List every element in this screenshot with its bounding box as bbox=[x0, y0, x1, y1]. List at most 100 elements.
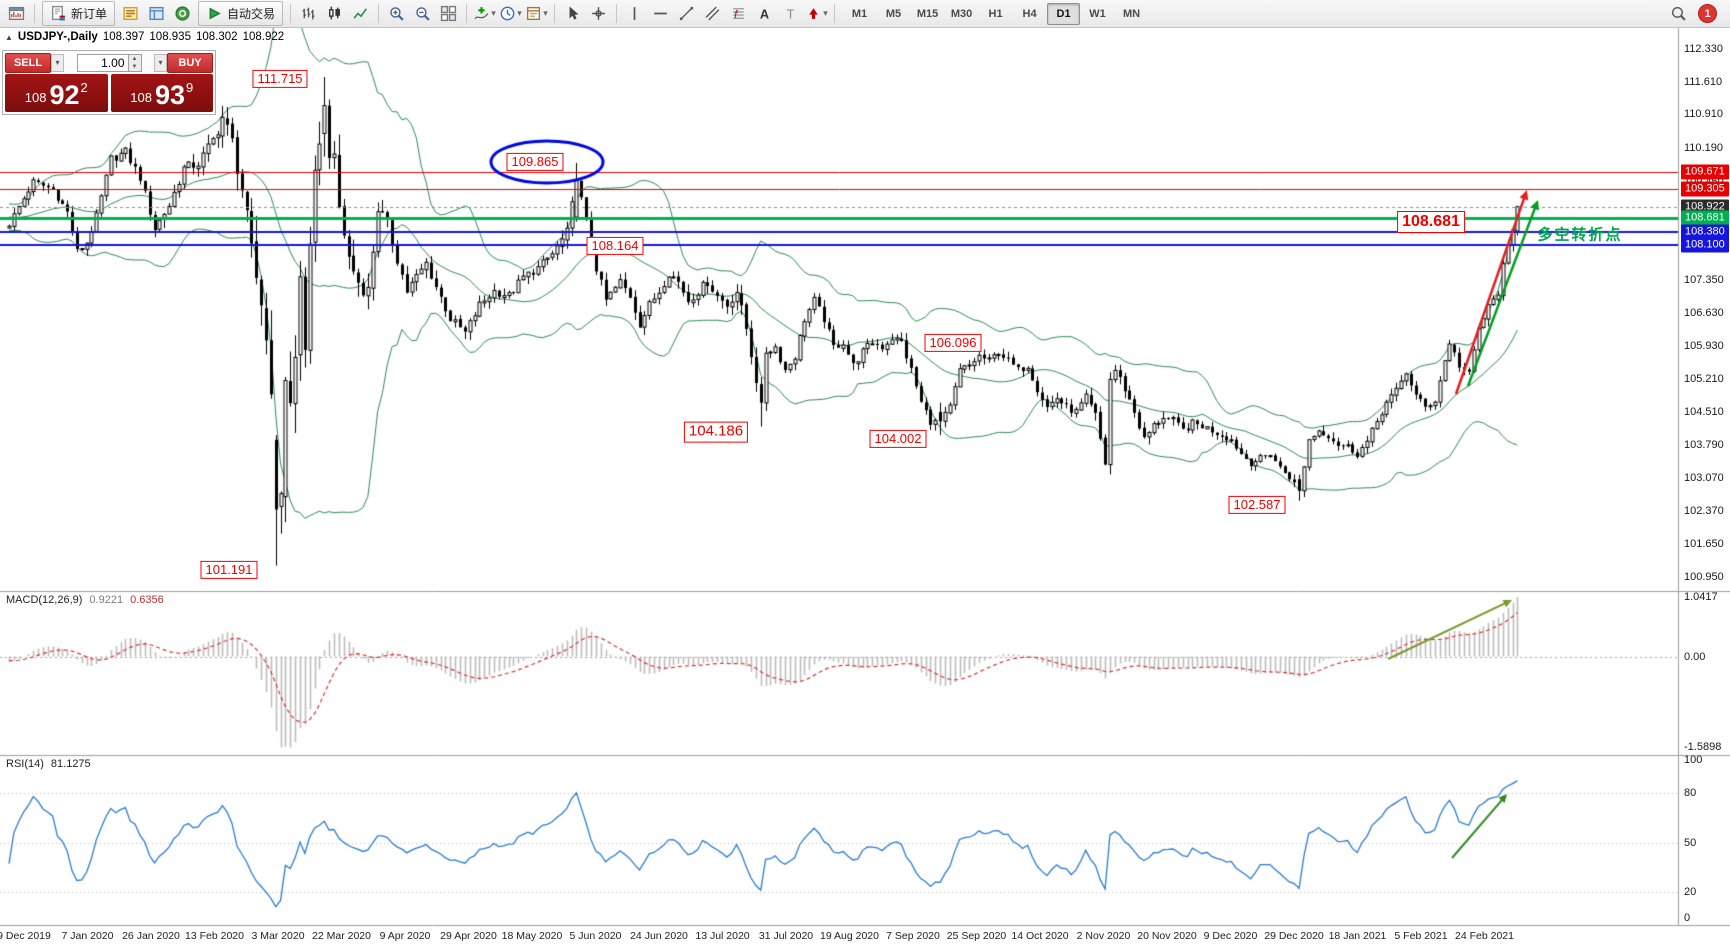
periods-icon bbox=[499, 5, 516, 22]
timeframe-switcher: M1 M5 M15 M30 H1 H4 D1 W1 MN bbox=[843, 2, 1148, 25]
price-annotation[interactable]: 108.164 bbox=[586, 236, 644, 256]
new-order-button[interactable]: 新订单 bbox=[42, 1, 116, 26]
timeframe-button-m5[interactable]: M5 bbox=[885, 7, 902, 20]
zoom-in-icon[interactable] bbox=[384, 2, 409, 25]
zoom-in-icon bbox=[388, 5, 405, 22]
price-annotation[interactable]: 104.186 bbox=[683, 421, 749, 443]
price-annotation[interactable]: 106.096 bbox=[924, 333, 982, 353]
price-annotation[interactable]: 108.681 bbox=[1397, 211, 1465, 233]
crosshair-icon[interactable] bbox=[586, 2, 611, 25]
dropdown-caret[interactable]: ▾ bbox=[823, 8, 828, 18]
trendline-icon[interactable] bbox=[674, 2, 699, 25]
line-chart-icon[interactable] bbox=[348, 2, 373, 25]
time-axis-label: 13 Jul 2020 bbox=[695, 930, 750, 942]
volume-stepper: ▲ ▼ bbox=[128, 53, 142, 72]
time-axis-label: 9 Dec 2019 bbox=[0, 930, 51, 942]
panel-collapse-arrow[interactable]: ▲ bbox=[5, 32, 13, 42]
horizontal-line-icon[interactable] bbox=[648, 2, 673, 25]
price-axis-label: 110.190 bbox=[1684, 141, 1723, 154]
indicators-icon[interactable]: ▾ bbox=[472, 2, 497, 25]
timeframe-button-m15[interactable]: M15 bbox=[916, 7, 939, 20]
price-annotation[interactable]: 101.191 bbox=[200, 560, 258, 580]
tile-windows-icon[interactable] bbox=[436, 2, 461, 25]
line-chart-icon bbox=[352, 5, 369, 22]
time-axis-label: 18 May 2020 bbox=[501, 930, 563, 942]
community-icon bbox=[174, 5, 191, 22]
rsi-axis-label: 20 bbox=[1684, 886, 1697, 899]
time-axis-label: 9 Apr 2020 bbox=[379, 930, 431, 942]
volume-down-button[interactable]: ▼ bbox=[128, 62, 141, 71]
price-axis-label: 104.510 bbox=[1684, 405, 1724, 418]
arrows-icon[interactable]: ▾ bbox=[804, 2, 829, 25]
time-axis-label: 9 Dec 2020 bbox=[1203, 930, 1258, 942]
market-watch-icon bbox=[122, 5, 139, 22]
timeframe-button-m30[interactable]: M30 bbox=[950, 7, 973, 20]
macd-axis-label: 0.00 bbox=[1684, 650, 1706, 663]
search-icon[interactable] bbox=[1666, 2, 1691, 25]
label-icon[interactable]: T bbox=[778, 2, 803, 25]
price-axis-badge: 108.380 bbox=[1681, 224, 1729, 240]
toolbar-separator bbox=[834, 4, 836, 23]
price-annotation[interactable]: 111.715 bbox=[252, 69, 308, 89]
time-axis-label: 29 Dec 2020 bbox=[1264, 930, 1324, 942]
dropdown-caret[interactable]: ▾ bbox=[517, 8, 522, 18]
market-watch-icon[interactable] bbox=[118, 2, 143, 25]
autotrade-button[interactable]: 自动交易 bbox=[198, 1, 284, 26]
price-axis-label: 107.350 bbox=[1684, 273, 1724, 286]
toolbar-separator bbox=[34, 4, 35, 23]
price-annotation[interactable]: 102.587 bbox=[1228, 495, 1286, 515]
toolbar-separator bbox=[378, 4, 380, 23]
price-axis-label: 112.330 bbox=[1684, 42, 1723, 55]
channel-icon[interactable] bbox=[700, 2, 725, 25]
data-window-icon[interactable] bbox=[144, 2, 169, 25]
buy-options-dropdown[interactable]: ▾ bbox=[154, 53, 167, 72]
time-axis-label: 5 Jun 2020 bbox=[569, 930, 622, 942]
text-icon[interactable]: A bbox=[752, 2, 777, 25]
templates-icon[interactable]: ▾ bbox=[524, 2, 549, 25]
dropdown-caret[interactable]: ▾ bbox=[543, 8, 548, 18]
notification-badge[interactable]: 1 bbox=[1698, 4, 1717, 23]
ask-price-button[interactable]: 108 93 9 bbox=[110, 74, 213, 112]
macd-indicator-label: MACD(12,26,9) 0.9221 0.6356 bbox=[6, 594, 164, 606]
rsi-axis-label: 50 bbox=[1684, 836, 1697, 849]
timeframe-button-d1[interactable]: D1 bbox=[1047, 2, 1081, 25]
ask-price-pip: 9 bbox=[186, 80, 194, 95]
symbol-info-bar: ▲ USDJPY-,Daily 108.397 108.935 108.302 … bbox=[5, 31, 284, 43]
timeframe-button-w1[interactable]: W1 bbox=[1089, 7, 1106, 20]
buy-button[interactable]: BUY bbox=[167, 52, 213, 73]
time-axis-label: 29 Apr 2020 bbox=[440, 930, 497, 942]
volume-input[interactable] bbox=[76, 53, 129, 72]
zoom-out-icon[interactable] bbox=[410, 2, 435, 25]
community-icon[interactable] bbox=[170, 2, 195, 25]
time-axis-label: 25 Sep 2020 bbox=[946, 930, 1007, 942]
sell-options-dropdown[interactable]: ▾ bbox=[51, 53, 64, 72]
macd-name: MACD(12,26,9) bbox=[6, 594, 83, 606]
cursor-icon[interactable] bbox=[560, 2, 585, 25]
toolbar-separator bbox=[290, 4, 292, 23]
fibonacci-icon[interactable]: f bbox=[726, 2, 751, 25]
candle-chart-icon bbox=[326, 5, 343, 22]
volume-up-button[interactable]: ▲ bbox=[128, 54, 141, 63]
timeframe-button-m1[interactable]: M1 bbox=[851, 7, 868, 20]
fibonacci-icon: f bbox=[730, 5, 747, 22]
chart-note-text[interactable]: 多空转折点 bbox=[1537, 226, 1623, 244]
chart-window-icon[interactable] bbox=[4, 2, 29, 25]
candle-chart-icon[interactable] bbox=[322, 2, 347, 25]
dropdown-caret[interactable]: ▾ bbox=[491, 8, 496, 18]
sell-button[interactable]: SELL bbox=[5, 52, 51, 73]
price-axis-label: 105.930 bbox=[1684, 339, 1724, 352]
bid-price-button[interactable]: 108 92 2 bbox=[5, 74, 108, 112]
periods-icon[interactable]: ▾ bbox=[498, 2, 523, 25]
ask-price-prefix: 108 bbox=[130, 90, 152, 105]
vertical-line-icon[interactable] bbox=[622, 2, 647, 25]
price-axis-badge: 108.100 bbox=[1681, 237, 1729, 253]
timeframe-button-mn[interactable]: MN bbox=[1122, 7, 1141, 20]
timeframe-button-h1[interactable]: H1 bbox=[988, 7, 1003, 20]
bar-chart-icon[interactable] bbox=[296, 2, 321, 25]
price-annotation[interactable]: 109.865 bbox=[506, 152, 564, 172]
timeframe-button-h4[interactable]: H4 bbox=[1022, 7, 1037, 20]
horizontal-line-icon bbox=[652, 5, 669, 22]
price-annotation[interactable]: 104.002 bbox=[869, 429, 927, 449]
macd-main-value: 0.9221 bbox=[89, 594, 124, 606]
